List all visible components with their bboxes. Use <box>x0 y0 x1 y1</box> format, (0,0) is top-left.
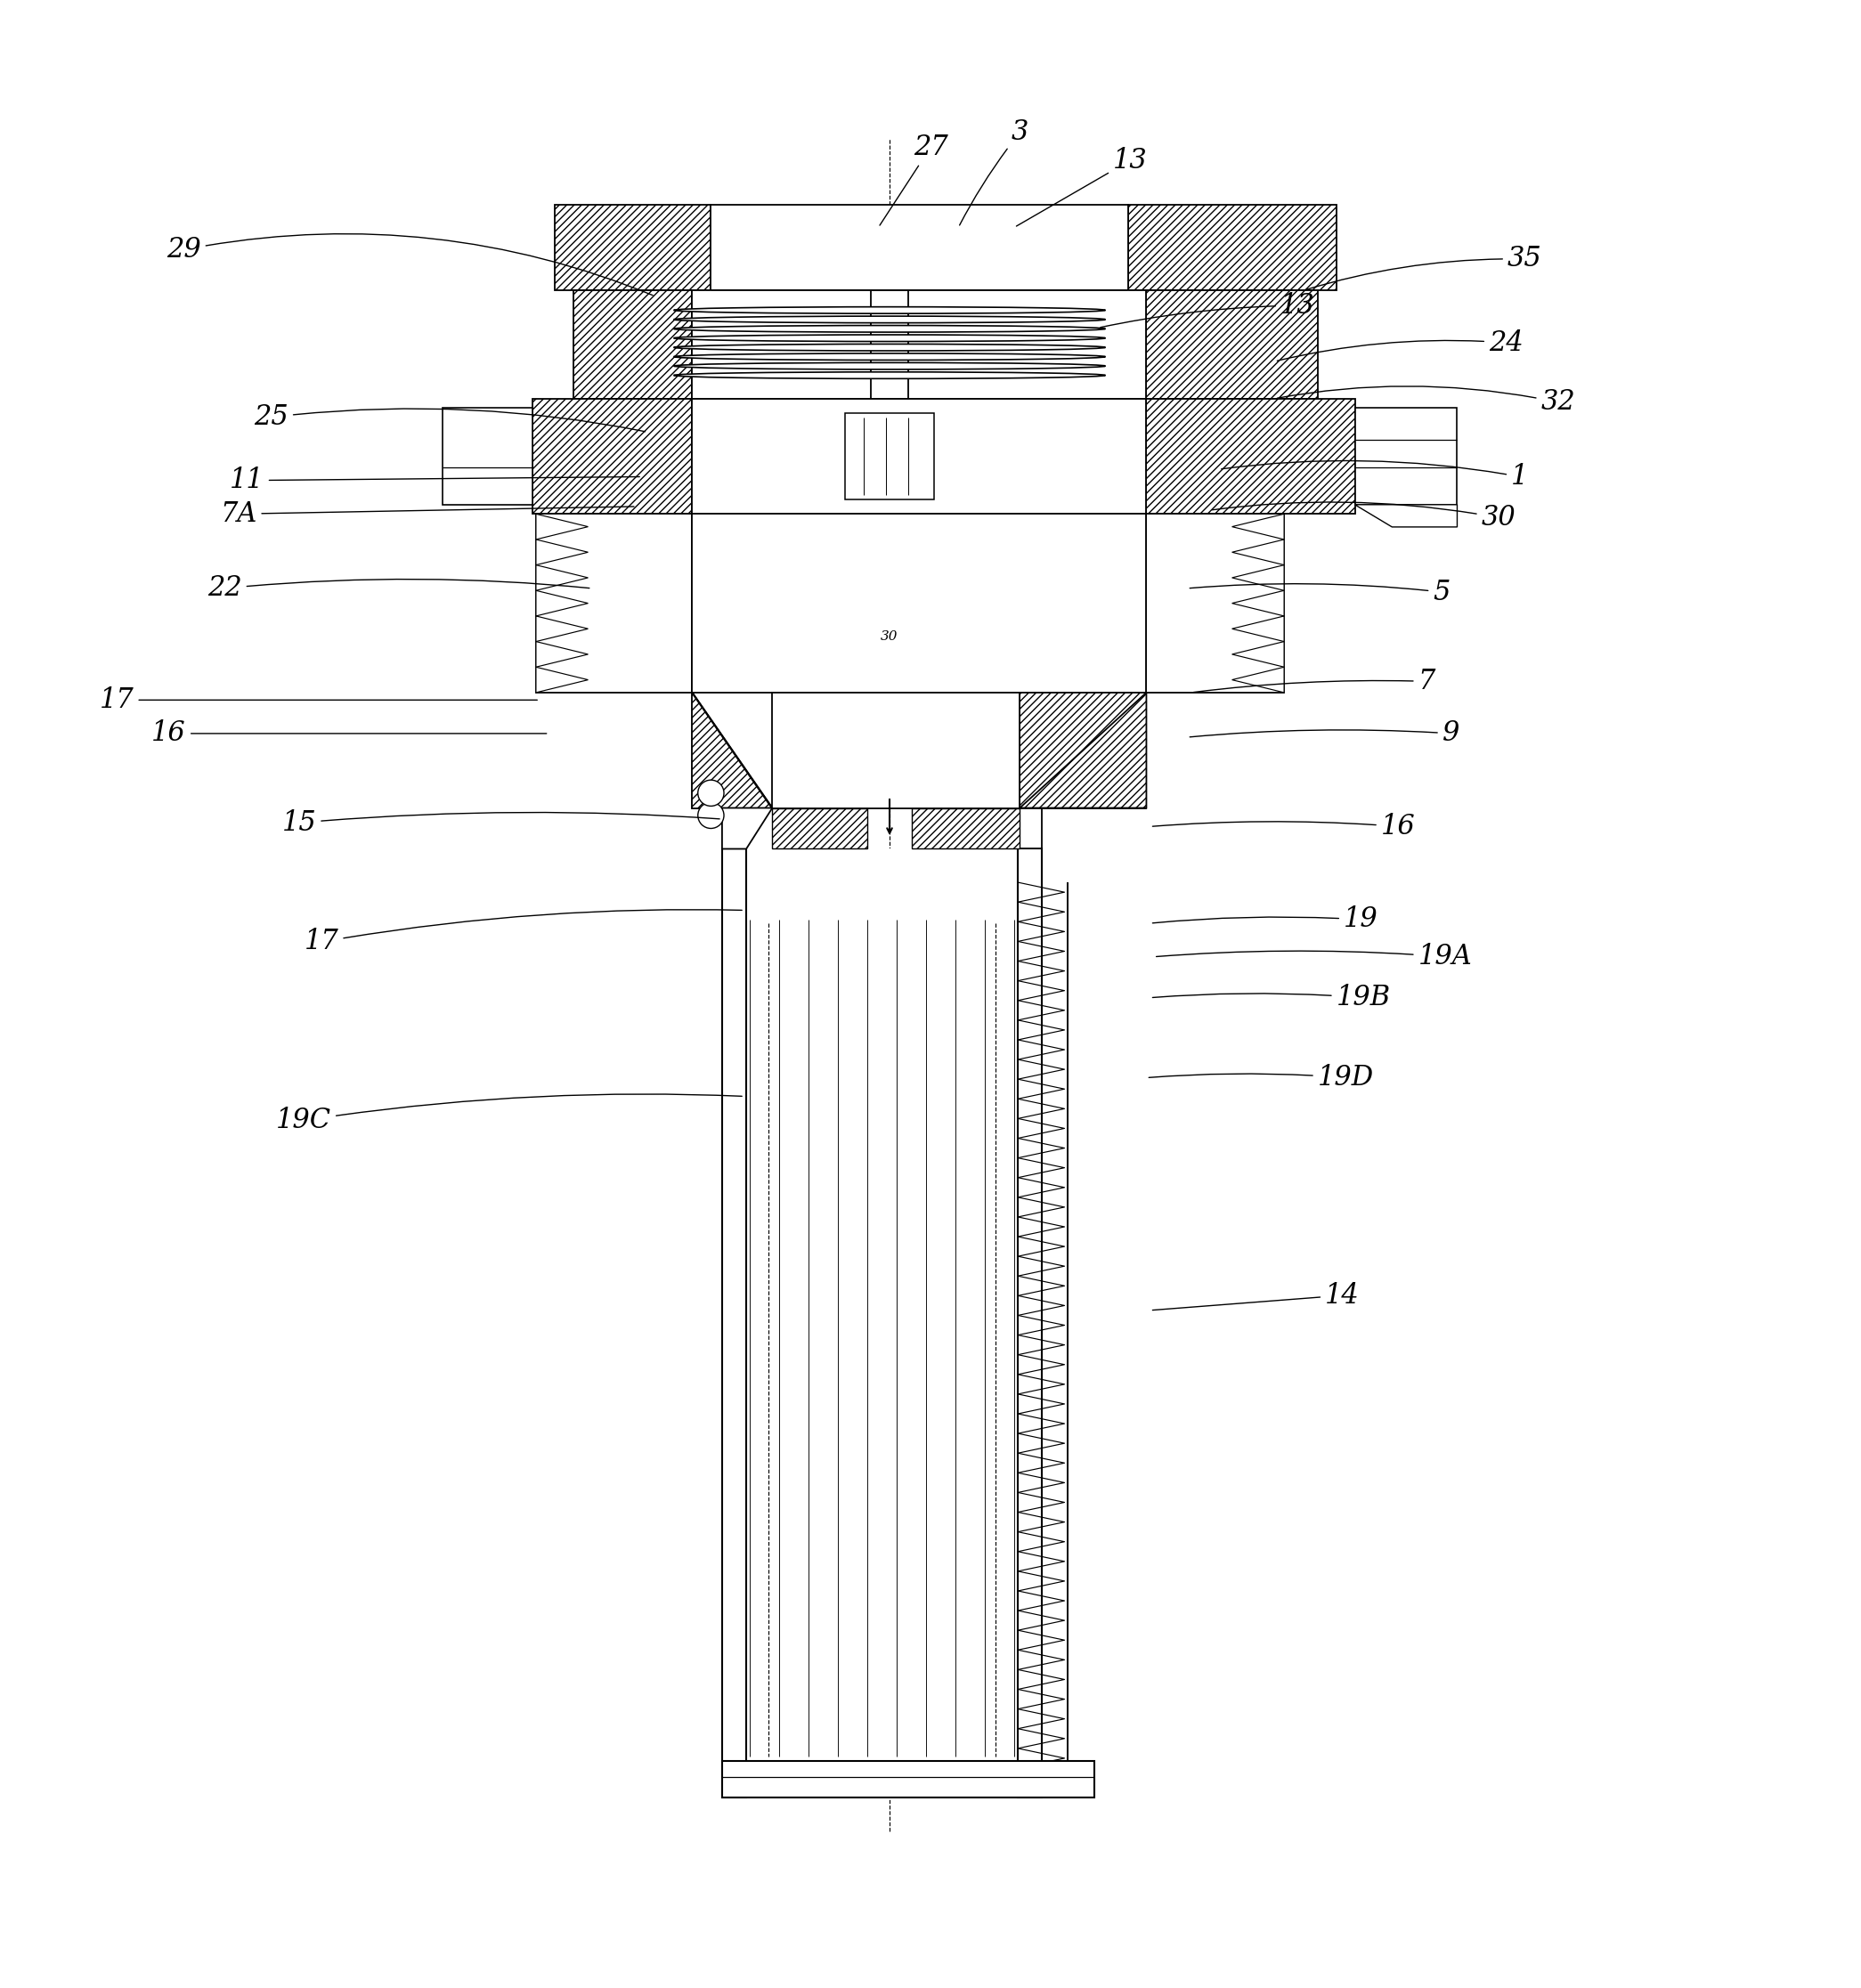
Bar <box>443 408 532 505</box>
Text: 25: 25 <box>253 404 646 431</box>
Polygon shape <box>1146 290 1318 398</box>
Text: 11: 11 <box>229 467 640 495</box>
Text: 19A: 19A <box>1156 942 1472 970</box>
Bar <box>711 205 1128 290</box>
Ellipse shape <box>674 306 1105 314</box>
Polygon shape <box>1232 539 1284 565</box>
Bar <box>536 515 692 692</box>
Polygon shape <box>536 616 588 642</box>
Polygon shape <box>536 590 588 616</box>
Ellipse shape <box>674 362 1105 370</box>
Text: 3: 3 <box>960 119 1029 225</box>
Polygon shape <box>1146 398 1355 515</box>
Ellipse shape <box>674 354 1105 360</box>
Bar <box>1355 408 1457 505</box>
Polygon shape <box>1232 565 1284 590</box>
Text: 29: 29 <box>166 235 653 296</box>
Polygon shape <box>536 565 588 590</box>
Polygon shape <box>1232 668 1284 692</box>
Polygon shape <box>1232 642 1284 668</box>
Text: 16: 16 <box>1152 813 1416 841</box>
Bar <box>692 398 1146 515</box>
Text: 32: 32 <box>1277 386 1576 415</box>
Bar <box>1018 849 1042 1797</box>
Text: 1: 1 <box>1221 461 1528 491</box>
Polygon shape <box>722 807 772 849</box>
Polygon shape <box>536 642 588 668</box>
Bar <box>845 414 934 499</box>
Text: 19B: 19B <box>1152 984 1390 1012</box>
Polygon shape <box>536 515 588 539</box>
Polygon shape <box>772 807 867 849</box>
Polygon shape <box>1232 515 1284 539</box>
Text: 19: 19 <box>1152 907 1379 934</box>
Polygon shape <box>692 692 772 807</box>
Polygon shape <box>912 807 1020 849</box>
Bar <box>692 290 1146 398</box>
Bar <box>746 849 1018 1797</box>
Text: 17: 17 <box>303 911 743 956</box>
Text: 15: 15 <box>281 809 720 837</box>
Polygon shape <box>1128 205 1336 290</box>
Bar <box>722 1761 1094 1797</box>
Text: 16: 16 <box>151 720 547 747</box>
Bar <box>1146 515 1284 692</box>
Text: 24: 24 <box>1277 328 1524 360</box>
Text: 19C: 19C <box>275 1093 743 1135</box>
Polygon shape <box>536 539 588 565</box>
Bar <box>772 692 1020 807</box>
Polygon shape <box>1232 590 1284 616</box>
Text: 17: 17 <box>99 686 538 714</box>
Circle shape <box>698 803 724 829</box>
Polygon shape <box>555 205 711 290</box>
Polygon shape <box>1020 692 1146 807</box>
Text: 30: 30 <box>1212 503 1517 531</box>
Polygon shape <box>1018 807 1042 849</box>
Text: 22: 22 <box>207 575 590 602</box>
Text: 5: 5 <box>1189 579 1450 606</box>
Ellipse shape <box>674 372 1105 378</box>
Bar <box>722 849 746 1797</box>
Ellipse shape <box>674 344 1105 350</box>
Polygon shape <box>536 668 588 692</box>
Text: 35: 35 <box>1305 245 1543 290</box>
Polygon shape <box>532 398 692 515</box>
Bar <box>692 515 1146 692</box>
Text: 19D: 19D <box>1148 1064 1373 1091</box>
Ellipse shape <box>674 334 1105 342</box>
Polygon shape <box>573 290 692 398</box>
Text: 7: 7 <box>1193 668 1435 696</box>
Text: 13: 13 <box>1100 292 1316 328</box>
Polygon shape <box>692 692 772 807</box>
Circle shape <box>698 779 724 805</box>
Polygon shape <box>1232 616 1284 642</box>
Polygon shape <box>1355 505 1457 527</box>
Text: 9: 9 <box>1189 720 1459 747</box>
Text: 14: 14 <box>1152 1282 1360 1310</box>
Polygon shape <box>1020 692 1146 807</box>
Ellipse shape <box>674 316 1105 322</box>
Ellipse shape <box>674 326 1105 332</box>
Text: 13: 13 <box>1016 147 1148 227</box>
Text: 7A: 7A <box>220 501 635 527</box>
Text: 30: 30 <box>880 630 899 642</box>
Polygon shape <box>692 692 772 807</box>
Text: 27: 27 <box>880 133 947 225</box>
